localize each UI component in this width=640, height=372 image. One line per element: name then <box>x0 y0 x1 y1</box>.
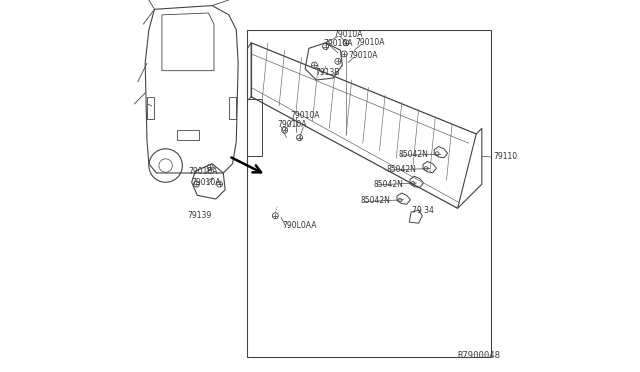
Text: 79010A: 79010A <box>291 111 320 120</box>
Text: 85042N: 85042N <box>361 196 391 205</box>
Text: 7913B: 7913B <box>316 68 340 77</box>
Text: 79 34: 79 34 <box>412 206 434 215</box>
Text: 79010A: 79010A <box>334 30 364 39</box>
Text: 79010A: 79010A <box>355 38 385 47</box>
Text: R7900048: R7900048 <box>458 351 500 360</box>
Text: 79110: 79110 <box>493 152 517 161</box>
Text: 79010A: 79010A <box>348 51 378 60</box>
Bar <box>248 30 491 357</box>
Text: 85042N: 85042N <box>374 180 404 189</box>
Text: 79010A: 79010A <box>191 178 221 187</box>
Text: 79010A: 79010A <box>277 120 307 129</box>
Text: 85042N: 85042N <box>398 150 428 159</box>
Text: 85042N: 85042N <box>387 165 417 174</box>
Text: 79010A: 79010A <box>188 167 218 176</box>
Text: 79010A: 79010A <box>324 39 353 48</box>
Text: 79139: 79139 <box>187 211 211 220</box>
Text: 790L0AA: 790L0AA <box>283 221 317 230</box>
